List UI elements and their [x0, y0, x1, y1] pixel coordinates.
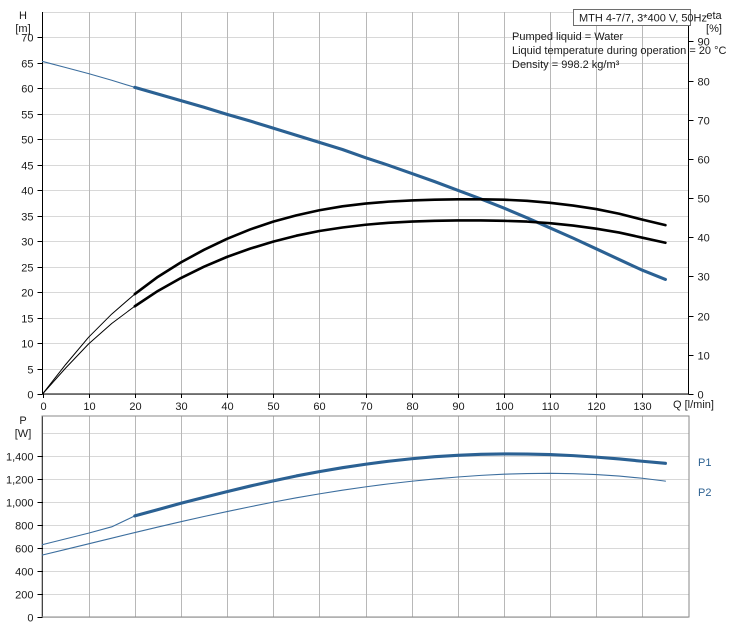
h-tick-label: 45	[21, 161, 33, 173]
h-axis-title-line1: H	[19, 10, 27, 22]
q-tick-label: 30	[175, 401, 187, 413]
eta-axis-title-line2: [%]	[706, 23, 722, 35]
h-axis-title-line2: [m]	[15, 23, 30, 35]
p-tick-label: 800	[15, 521, 33, 533]
p-tick-label: 1,400	[6, 452, 34, 464]
annotation-line-pumped-liquid: Pumped liquid = Water	[512, 31, 624, 43]
q-tick-label: 50	[267, 401, 279, 413]
p-tick-label: 1,200	[6, 475, 34, 487]
q-tick-label: 20	[129, 401, 141, 413]
annotation-line-density: Density = 998.2 kg/m³	[512, 59, 620, 71]
power-curve-label-p2: P2	[698, 487, 711, 499]
h-tick-label: 40	[21, 186, 33, 198]
h-tick-label: 5	[27, 365, 33, 377]
p-axis-title-line2: [W]	[15, 428, 32, 440]
power-curve-label-p1: P1	[698, 457, 711, 469]
chart-canvas: 0 5 10 15 20 25 30 35 40 45 50 55 60 65 70 0 10 20 30 40 50…	[0, 0, 747, 623]
p-tick-label: 0	[27, 613, 33, 623]
q-tick-label: 80	[406, 401, 418, 413]
power-chart: 0 200 400 600 800 1,000 1,200 1,400 P [W] P1 P2	[6, 415, 712, 623]
q-tick-label: 40	[221, 401, 233, 413]
top-chart-x-ticks: 0 10 20 30 40 50 60 70 80 90 100 110 120 130	[40, 394, 651, 413]
power-chart-frame	[42, 416, 689, 617]
eta-tick-label: 60	[698, 155, 710, 167]
eta-tick-label: 20	[698, 312, 710, 324]
h-tick-label: 65	[21, 59, 33, 71]
h-tick-label: 55	[21, 110, 33, 122]
pump-curve-figure: 0 5 10 15 20 25 30 35 40 45 50 55 60 65 70 0 10 20 30 40 50…	[0, 0, 747, 623]
operating-conditions-annotation: Pumped liquid = Water Liquid temperature…	[512, 31, 727, 71]
h-tick-label: 0	[27, 390, 33, 402]
q-tick-label: 120	[587, 401, 605, 413]
q-tick-label: 100	[495, 401, 513, 413]
h-tick-label: 60	[21, 84, 33, 96]
p-tick-label: 400	[15, 567, 33, 579]
top-chart-left-ticks: 0510152025303540455055606570	[21, 33, 42, 402]
h-tick-label: 15	[21, 314, 33, 326]
q-tick-label: 60	[313, 401, 325, 413]
h-tick-label: 50	[21, 135, 33, 147]
q-tick-label: 70	[360, 401, 372, 413]
p-axis-title-line1: P	[19, 415, 26, 427]
p-tick-label: 200	[15, 590, 33, 602]
q-tick-label: 10	[83, 401, 95, 413]
eta-tick-label: 10	[698, 351, 710, 363]
p-tick-label: 1,000	[6, 498, 34, 510]
q-tick-label: 90	[452, 401, 464, 413]
eta-tick-label: 30	[698, 272, 710, 284]
q-tick-label: 0	[40, 401, 46, 413]
q-tick-label: 130	[633, 401, 651, 413]
eta-tick-label: 80	[698, 77, 710, 89]
eta-axis-title-line1: eta	[706, 10, 722, 22]
curve-head-thick-0	[135, 87, 666, 279]
model-title-box: MTH 4-7/7, 3*400 V, 50Hz	[574, 10, 708, 26]
p-tick-label: 600	[15, 544, 33, 556]
model-title-label: MTH 4-7/7, 3*400 V, 50Hz	[579, 13, 707, 25]
h-tick-label: 20	[21, 288, 33, 300]
h-tick-label: 30	[21, 237, 33, 249]
eta-tick-label: 40	[698, 233, 710, 245]
curve-efficiency-thick-2	[135, 220, 666, 306]
q-tick-label: 110	[542, 401, 560, 413]
h-tick-label: 35	[21, 212, 33, 224]
eta-tick-label: 50	[698, 194, 710, 206]
eta-tick-label: 70	[698, 116, 710, 128]
top-chart-right-ticks: 0102030405060708090	[689, 37, 710, 402]
power-chart-y-ticks: 0 200 400 600 800 1,000 1,200 1,400	[6, 452, 43, 623]
q-axis-title: Q [l/min]	[673, 399, 714, 411]
curve-efficiency-thick-1	[135, 199, 666, 294]
power-chart-gridlines	[43, 416, 689, 618]
curve-power-p1-thick	[135, 454, 666, 516]
annotation-line-liquid-temperature: Liquid temperature during operation = 20…	[512, 45, 727, 57]
h-tick-label: 10	[21, 339, 33, 351]
h-tick-label: 25	[21, 263, 33, 275]
